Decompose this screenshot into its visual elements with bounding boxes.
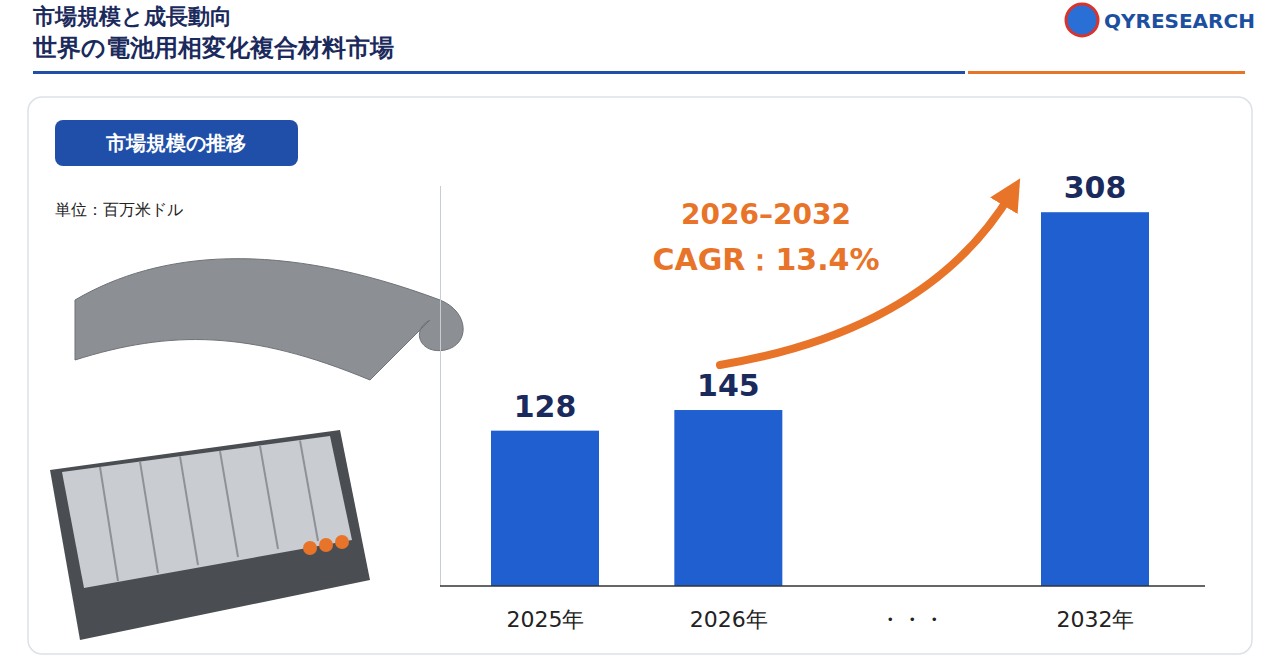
y-axis-line <box>440 186 441 586</box>
logo-globe <box>1066 4 1098 36</box>
panel <box>28 97 1252 654</box>
annotation: CAGR：13.4% <box>652 242 879 277</box>
battery-cell-divider <box>100 467 118 581</box>
battery-body <box>50 430 370 640</box>
x-tick-label: 2032年 <box>1057 607 1135 632</box>
data-label: 128 <box>514 389 577 424</box>
baseline <box>440 585 1205 587</box>
pcm-sheet <box>75 259 463 380</box>
x-tick: 2026年 <box>690 586 768 632</box>
panel-title: 市場規模の推移 <box>105 131 246 155</box>
battery-cell-divider <box>140 462 158 573</box>
x-tick-label: 2026年 <box>690 607 768 632</box>
x-tick-label: ・・・ <box>879 607 945 632</box>
data-labels: 128 145 308 <box>514 170 1127 423</box>
x-tick: 2025年 <box>507 586 585 632</box>
battery-terminal <box>303 541 317 555</box>
y-axis <box>440 186 442 586</box>
battery-cell-divider <box>260 446 278 549</box>
bar <box>674 410 782 586</box>
x-tick: 2032年 <box>1057 586 1135 632</box>
battery-terminal <box>335 535 349 549</box>
bars <box>491 212 1149 586</box>
battery-terminal <box>319 538 333 552</box>
header-rule-blue <box>33 71 965 74</box>
x-axis: 2025年 2026年 ・・・ 2032年 <box>507 586 1135 632</box>
battery-cell-divider <box>180 456 198 565</box>
annotation: 2026–2032 <box>681 198 851 231</box>
bar <box>1041 212 1149 586</box>
illustrations <box>50 259 463 640</box>
data-label: 308 <box>1064 170 1127 205</box>
annotations: 2026–2032 CAGR：13.4% <box>652 198 879 277</box>
data-label: 145 <box>697 368 760 403</box>
battery-cell-divider <box>300 441 318 542</box>
subtitle: 世界の電池用相変化複合材料市場 <box>32 34 394 62</box>
unit-label: 単位：百万米ドル <box>55 200 183 219</box>
battery-top <box>62 436 352 588</box>
x-tick: ・・・ <box>879 586 945 632</box>
x-tick-label: 2025年 <box>507 607 585 632</box>
page: 市場規模と成長動向世界の電池用相変化複合材料市場 QYRESEARCH 市場規模の推… <box>0 0 1280 671</box>
title: 市場規模と成長動向 <box>32 4 232 29</box>
header-rule-orange <box>968 71 1245 74</box>
panel-badge <box>55 120 298 166</box>
bar <box>491 431 599 586</box>
logo-text: QYRESEARCH <box>1104 9 1255 33</box>
battery-cell-divider <box>220 451 238 557</box>
